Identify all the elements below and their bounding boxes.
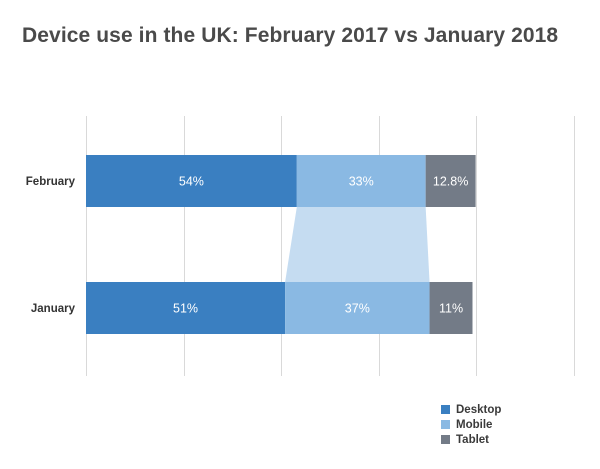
category-labels: February January	[26, 176, 76, 315]
bar-tablet-february	[425, 155, 476, 207]
mobile-connector-band	[285, 207, 430, 282]
data-label-tablet-january: 11%	[439, 302, 463, 316]
bar-mobile-february	[296, 155, 426, 207]
connectors	[285, 207, 430, 282]
bar-tablet-january	[429, 282, 473, 334]
bar-mobile-january	[285, 282, 430, 334]
category-label-january: January	[31, 303, 76, 315]
bar-desktop-january	[86, 282, 286, 334]
legend-swatch-mobile	[441, 420, 450, 429]
legend-item-tablet: Tablet	[441, 432, 501, 447]
bars: 54% 33% 12.8% 51% 37% 11%	[86, 155, 476, 334]
data-label-mobile-january: 37%	[345, 302, 370, 316]
bar-desktop-february	[86, 155, 297, 207]
legend-label-mobile: Mobile	[456, 418, 493, 431]
data-label-desktop-january: 51%	[173, 302, 198, 316]
data-label-desktop-february: 54%	[179, 175, 204, 189]
legend-swatch-desktop	[441, 405, 450, 414]
legend-label-desktop: Desktop	[456, 403, 502, 416]
legend-swatch-tablet	[441, 435, 450, 444]
legend-item-desktop: Desktop	[441, 402, 501, 417]
legend-label-tablet: Tablet	[456, 433, 490, 446]
data-label-tablet-february: 12.8%	[433, 175, 468, 189]
legend: Desktop Mobile Tablet	[441, 402, 501, 447]
data-label-mobile-february: 33%	[349, 175, 374, 189]
legend-item-mobile: Mobile	[441, 417, 501, 432]
category-label-february: February	[26, 176, 76, 188]
chart-title: Device use in the UK: February 2017 vs J…	[22, 24, 559, 47]
